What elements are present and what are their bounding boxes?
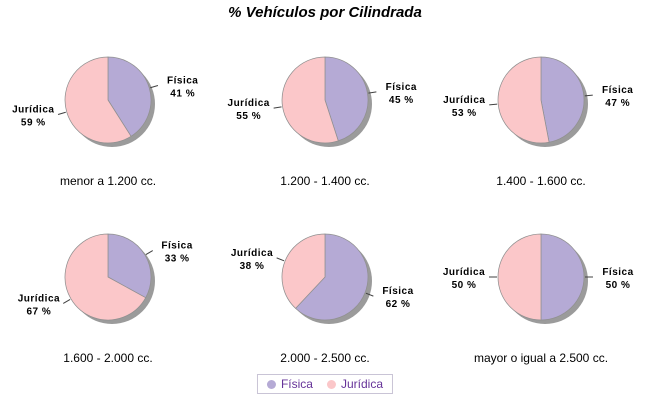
- slice-name-label: Física: [602, 85, 633, 96]
- pie-cell: Física 47 % Jurídica 53 % 1.400 - 1.600 cc.: [433, 40, 649, 188]
- pie-caption: mayor o igual a 2.500 cc.: [473, 351, 609, 365]
- label-leader-line: [365, 292, 374, 297]
- pie-chart: Física 62 % Jurídica 38 %: [231, 233, 413, 324]
- pie-slice: [497, 56, 550, 144]
- label-leader-line: [368, 91, 377, 94]
- slice-percent-label: 50 %: [452, 280, 477, 291]
- pie-cell: Física 50 % Jurídica 50 % mayor o igual a 2.…: [433, 217, 649, 365]
- pie-slice: [281, 56, 339, 144]
- slice-name-label: Jurídica: [18, 294, 60, 305]
- slice-percent-label: 38 %: [240, 261, 265, 272]
- pie-slice: [295, 233, 369, 321]
- slice-name-label: Física: [602, 267, 633, 278]
- slice-percent-label: 67 %: [27, 307, 52, 318]
- slice-percent-label: 62 %: [386, 299, 411, 310]
- pie-slice: [540, 56, 585, 143]
- pie-slice: [324, 56, 369, 142]
- slice-name-label: Jurídica: [443, 95, 485, 106]
- pie-chart: Física 50 % Jurídica 50 %: [443, 233, 633, 324]
- pie-chart: Física 33 % Jurídica 67 %: [18, 233, 192, 324]
- pie-grid: Física 41 % Jurídica 59 % menor a 1.200 cc. F…: [0, 40, 649, 365]
- legend-label: Física: [280, 377, 313, 391]
- pie-chart: Física 47 % Jurídica 53 %: [443, 56, 633, 147]
- slice-percent-label: 47 %: [605, 98, 630, 109]
- pie-cell: Física 45 % Jurídica 55 % 1.200 - 1.400 cc.: [217, 40, 433, 188]
- pie-chart: Física 45 % Jurídica 55 %: [228, 56, 417, 147]
- legend-item: Jurídica: [326, 377, 384, 391]
- pie-cell: Física 41 % Jurídica 59 % menor a 1.200 cc.: [0, 40, 216, 188]
- pie-slice: [64, 56, 132, 144]
- slice-percent-label: 33 %: [165, 254, 190, 265]
- slice-percent-label: 59 %: [21, 118, 46, 129]
- slice-percent-label: 50 %: [606, 280, 631, 291]
- pie-slice: [540, 233, 585, 321]
- pie-caption: 1.600 - 2.000 cc.: [63, 351, 153, 365]
- slice-name-label: Física: [386, 82, 417, 93]
- legend-label: Jurídica: [340, 377, 384, 391]
- label-leader-line: [145, 250, 154, 256]
- slice-name-label: Jurídica: [12, 105, 54, 116]
- slice-name-label: Física: [167, 76, 198, 87]
- slice-name-label: Física: [161, 241, 192, 252]
- label-leader-line: [273, 106, 282, 109]
- slice-percent-label: 45 %: [389, 95, 414, 106]
- pie-cell: Física 33 % Jurídica 67 % 1.600 - 2.000 cc.: [0, 217, 216, 365]
- label-leader-line: [62, 298, 71, 304]
- legend-item: Física: [266, 377, 313, 391]
- label-leader-line: [584, 94, 593, 97]
- slice-name-label: Jurídica: [443, 267, 485, 278]
- pie-caption: 1.200 - 1.400 cc.: [280, 174, 370, 188]
- label-leader-line: [489, 103, 498, 106]
- legend-marker-icon: [266, 379, 276, 389]
- slice-name-label: Jurídica: [231, 248, 273, 259]
- chart-title: % Vehículos por Cilindrada: [228, 4, 422, 21]
- pie-slice: [497, 233, 542, 321]
- chart-legend: Física Jurídica: [256, 374, 394, 394]
- slice-name-label: Jurídica: [228, 98, 270, 109]
- pie-slice: [64, 233, 147, 321]
- slice-percent-label: 41 %: [170, 89, 195, 100]
- slice-name-label: Física: [382, 286, 413, 297]
- label-leader-line: [276, 257, 285, 262]
- legend-marker-icon: [326, 379, 336, 389]
- pie-slice: [281, 233, 326, 309]
- slice-percent-label: 53 %: [452, 108, 477, 119]
- slice-percent-label: 55 %: [236, 111, 261, 122]
- pie-caption: menor a 1.200 cc.: [59, 174, 157, 188]
- label-leader-line: [57, 111, 66, 115]
- pie-caption: 1.400 - 1.600 cc.: [496, 174, 586, 188]
- pie-caption: 2.000 - 2.500 cc.: [280, 351, 370, 365]
- pie-slice: [107, 233, 152, 299]
- label-leader-line: [150, 85, 159, 89]
- pie-chart: Física 41 % Jurídica 59 %: [12, 56, 198, 147]
- pie-cell: Física 62 % Jurídica 38 % 2.000 - 2.500 cc.: [217, 217, 433, 365]
